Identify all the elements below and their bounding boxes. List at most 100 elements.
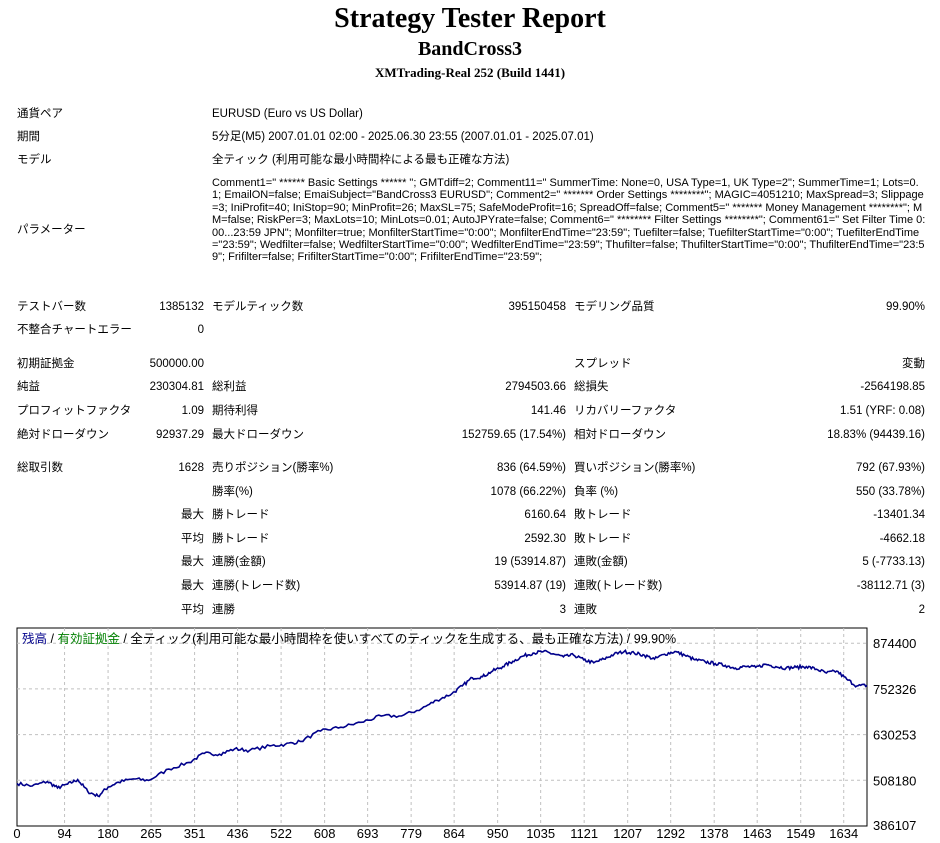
grossloss-label: 総損失 [574,381,609,393]
conswin-amt-label: 連勝(金額) [212,556,266,568]
bigwin-value: 6160.64 [524,509,566,521]
reldd-value: 18.83% (94439.16) [827,429,925,441]
x-tick-label: 1121 [570,826,598,841]
max-label-2: 最大 [181,556,204,568]
chart-grid [17,628,867,826]
avgconswin-value: 3 [559,604,566,616]
absdd-value: 92937.29 [156,429,204,441]
symbol-value: EURUSD (Euro vs US Dollar) [212,108,363,120]
period-label: 期間 [17,131,40,143]
bars-value: 1385132 [159,301,204,313]
grossprofit-value: 2794503.66 [505,381,566,393]
short-label: 売りポジション(勝率%) [212,462,334,474]
x-tick-label: 1463 [743,826,772,841]
quality-label: モデリング品質 [574,301,655,313]
consloss-cnt-value: -38112.71 (3) [856,580,925,592]
recovery-label: リカバリーファクタ [574,405,677,417]
grossloss-value: -2564198.85 [860,381,925,393]
long-label: 買いポジション(勝率%) [574,462,696,474]
x-tick-label: 1378 [700,826,729,841]
x-tick-label: 950 [487,826,509,841]
bigloss-value: -13401.34 [873,509,925,521]
bars-label: テストバー数 [17,301,86,313]
legend-balance: 残高 [22,632,48,646]
ticks-label: モデルティック数 [212,301,304,313]
trades-value: 1628 [178,462,204,474]
absdd-label: 絶対ドローダウン [17,429,109,441]
chart-legend: 残高 / 有効証拠金 / 全ティック(利用可能な最小時間枠を使いすべてのティック… [22,632,676,647]
x-tick-label: 1035 [526,826,555,841]
maxdd-label: 最大ドローダウン [212,429,304,441]
x-tick-label: 94 [57,826,71,841]
x-tick-label: 522 [270,826,292,841]
winrate-label: 勝率(%) [212,486,253,498]
y-axis-ticks: 386107 508180 630253 752326 874400 [873,636,916,833]
legend-separator-2: / [119,632,131,646]
grossprofit-label: 総利益 [212,381,247,393]
bigloss-label: 敗トレード [574,509,632,521]
x-tick-label: 608 [314,826,336,841]
pf-value: 1.09 [181,405,204,417]
balance-chart: 0 94 180 265 351 436 522 608 693 779 864 950 1035 112… [13,627,916,841]
avgconsloss-value: 2 [918,604,925,616]
x-tick-label: 1634 [829,826,858,841]
y-tick-label: 874400 [873,636,916,651]
params-value: Comment1=" ****** Basic Settings ****** … [212,177,926,264]
x-tick-label: 693 [357,826,379,841]
recovery-value: 1.51 (YRF: 0.08) [839,405,925,417]
x-tick-label: 1549 [786,826,815,841]
x-axis-ticks: 0 94 180 265 351 436 522 608 693 779 864 950 1035 112… [13,826,858,841]
period-value: 5分足(M5) 2007.01.01 02:00 - 2025.06.30 23… [212,131,594,143]
avgwin-label: 勝トレード [212,533,270,545]
x-tick-label: 779 [400,826,422,841]
netprofit-value: 230304.81 [149,381,204,393]
bigwin-label: 勝トレード [212,509,270,521]
netprofit-label: 純益 [17,381,40,393]
conswin-cnt-value: 53914.87 (19) [494,580,566,592]
y-tick-label: 386107 [873,818,916,833]
balance-series-line [16,649,868,798]
lossrate-label: 負率 (%) [574,486,619,498]
params-label: パラメーター [17,224,86,236]
expected-label: 期待利得 [212,405,258,417]
x-tick-label: 1292 [656,826,685,841]
max-label-3: 最大 [181,580,204,592]
lossrate-value: 550 (33.78%) [855,486,925,498]
chart-plot-area [16,627,868,827]
short-value: 836 (64.59%) [496,462,566,474]
maxdd-value: 152759.65 (17.54%) [461,429,566,441]
symbol-label: 通貨ペア [17,108,63,120]
reldd-label: 相対ドローダウン [574,429,666,441]
deposit-value: 500000.00 [149,358,204,370]
mismatch-label: 不整合チャートエラー [17,324,132,336]
model-value: 全ティック (利用可能な最小時間枠による最も正確な方法) [212,154,510,166]
avgloss-label: 敗トレード [574,533,632,545]
avgconswin-label: 連勝 [212,604,235,616]
conswin-cnt-label: 連勝(トレード数) [212,580,301,592]
avgwin-value: 2592.30 [524,533,566,545]
y-tick-label: 630253 [873,728,916,743]
spread-label: スプレッド [574,358,632,370]
max-label-1: 最大 [181,509,204,521]
x-tick-label: 0 [13,826,20,841]
expected-value: 141.46 [530,405,566,417]
server-build: XMTrading-Real 252 (Build 1441) [374,65,566,80]
conswin-amt-value: 19 (53914.87) [494,556,566,568]
deposit-label: 初期証拠金 [17,358,75,370]
ticks-value: 395150458 [508,301,566,313]
y-tick-label: 752326 [873,682,916,697]
model-label: モデル [17,154,52,166]
avgconsloss-label: 連敗 [574,604,597,616]
trades-label: 総取引数 [17,462,63,474]
quality-value: 99.90% [885,301,925,313]
avgloss-value: -4662.18 [879,533,925,545]
x-tick-label: 864 [443,826,465,841]
legend-separator-1: / [47,632,58,646]
pf-label: プロフィットファクタ [17,405,132,417]
spread-value: 変動 [902,358,925,370]
report-subtitle: BandCross3 [417,38,523,60]
x-tick-label: 265 [140,826,162,841]
long-value: 792 (67.93%) [855,462,925,474]
x-tick-label: 1207 [613,826,642,841]
winrate-value: 1078 (66.22%) [490,486,566,498]
